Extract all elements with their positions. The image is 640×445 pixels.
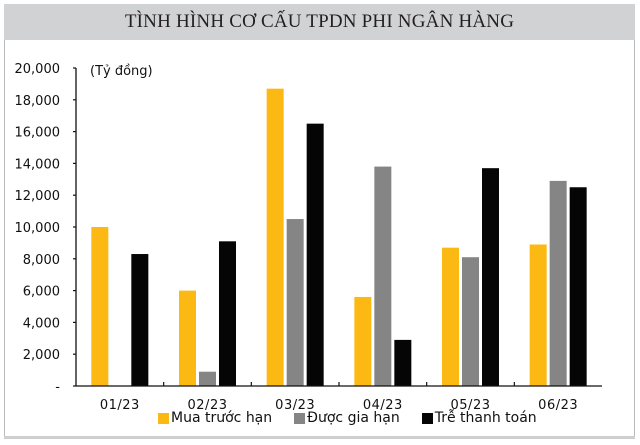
legend-item-mua-truoc-han: Mua trước hạn bbox=[158, 410, 272, 426]
y-tick-label: 20,000 bbox=[15, 62, 61, 77]
y-tick-label: 12,000 bbox=[15, 189, 61, 204]
legend: Mua trước hạn Được gia hạn Trễ thanh toá… bbox=[158, 410, 537, 426]
legend-swatch-icon bbox=[421, 412, 433, 424]
bar bbox=[374, 166, 392, 386]
bar bbox=[286, 219, 304, 386]
legend-label: Trễ thanh toán bbox=[434, 410, 537, 426]
y-tick-label: 2,000 bbox=[23, 348, 60, 363]
legend-item-tre-thanh-toan: Trễ thanh toán bbox=[421, 410, 537, 426]
bar bbox=[354, 296, 372, 386]
x-tick-label: 06/23 bbox=[538, 398, 578, 413]
x-tick-label: 02/23 bbox=[188, 398, 228, 413]
bar bbox=[482, 168, 499, 386]
bar bbox=[219, 241, 236, 386]
y-tick-label: 14,000 bbox=[15, 157, 61, 172]
legend-swatch-icon bbox=[158, 412, 169, 424]
bar bbox=[529, 244, 547, 386]
unit-label: (Tỷ đồng) bbox=[90, 64, 153, 79]
bar bbox=[91, 227, 109, 386]
y-tick-label: - bbox=[55, 380, 60, 395]
x-tick-label: 01/23 bbox=[100, 398, 140, 413]
title-bar: TÌNH HÌNH CƠ CẤU TPDN PHI NGÂN HÀNG bbox=[4, 4, 635, 40]
x-axis: 01/23 02/23 03/23 04/23 05/23 06/23 bbox=[76, 382, 602, 413]
bar bbox=[131, 254, 149, 386]
bar bbox=[549, 180, 567, 386]
bar bbox=[179, 290, 196, 386]
bar bbox=[394, 339, 412, 386]
y-tick-label: 8,000 bbox=[23, 253, 60, 268]
y-tick-label: 4,000 bbox=[23, 316, 60, 331]
y-tick-label: 16,000 bbox=[15, 126, 61, 141]
y-tick-label: 6,000 bbox=[23, 285, 60, 300]
frame-bottom-border bbox=[4, 436, 635, 439]
bar bbox=[306, 123, 324, 387]
bar bbox=[442, 247, 459, 386]
x-tick-label: 03/23 bbox=[275, 398, 315, 413]
legend-label: Mua trước hạn bbox=[171, 410, 273, 426]
legend-swatch-icon bbox=[294, 412, 306, 424]
bar bbox=[569, 187, 587, 386]
x-tick-label: 04/23 bbox=[363, 398, 403, 413]
bar bbox=[266, 88, 284, 387]
y-tick-label: 10,000 bbox=[15, 221, 61, 236]
legend-item-duoc-gia-han: Được gia hạn bbox=[294, 410, 400, 426]
legend-label: Được gia hạn bbox=[307, 410, 400, 426]
bar bbox=[199, 371, 216, 386]
bar bbox=[462, 257, 479, 386]
chart-title: TÌNH HÌNH CƠ CẤU TPDN PHI NGÂN HÀNG bbox=[124, 11, 515, 32]
y-tick-label: 18,000 bbox=[15, 94, 61, 109]
y-axis: 20,000 18,000 16,000 14,000 12,000 10,000 8,00… bbox=[15, 62, 77, 395]
x-tick-label: 05/23 bbox=[451, 398, 491, 413]
bars bbox=[91, 88, 587, 387]
